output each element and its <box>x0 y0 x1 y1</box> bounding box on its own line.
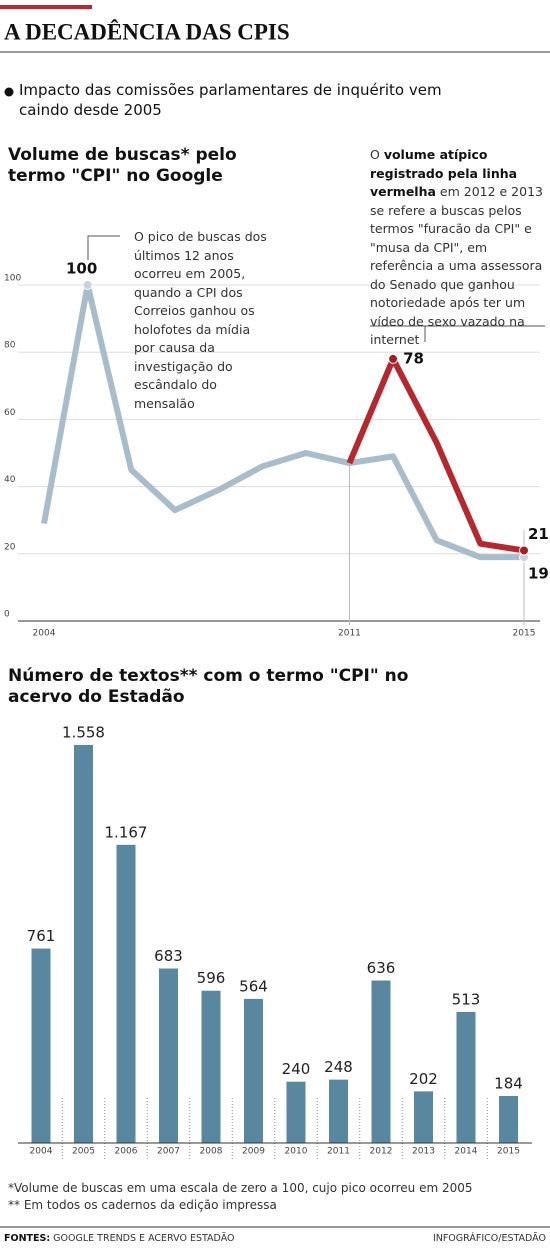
data-label: 248 <box>324 1058 353 1076</box>
credit: INFOGRÁFICO/ESTADÃO <box>432 1233 546 1244</box>
y-tick-label: 100 <box>4 274 21 284</box>
data-label: 636 <box>367 959 396 977</box>
bar <box>159 968 178 1143</box>
annotation-text: volume atípico registrado pela linha ver… <box>370 147 518 199</box>
x-tick-label: 2007 <box>157 1147 180 1157</box>
annotation-text: O pico de buscas dos últimos 12 anos oco… <box>134 229 267 411</box>
chart-title: Volume de buscas* pelo termo "CPI" no Go… <box>8 145 237 186</box>
footnote: ** Em todos os cadernos da edição impres… <box>8 1198 277 1212</box>
x-tick-label: 2015 <box>513 629 536 639</box>
y-tick-label: 80 <box>4 341 16 351</box>
bar <box>201 990 221 1143</box>
y-tick-label: 20 <box>4 542 16 552</box>
bar <box>116 844 136 1143</box>
data-label: 596 <box>197 969 226 987</box>
x-tick-label: 2008 <box>200 1147 223 1157</box>
data-label: 1.558 <box>62 723 105 741</box>
x-tick-label: 2009 <box>242 1147 265 1157</box>
bar <box>414 1091 433 1143</box>
data-label: 100 <box>66 260 97 278</box>
leader-line <box>87 235 120 260</box>
source-text: GOOGLE TRENDS E ACERVO ESTADÃO <box>53 1233 235 1244</box>
x-tick-label: 2006 <box>115 1147 138 1157</box>
point <box>82 280 93 290</box>
title: A DECADÊNCIA DAS CPIS <box>4 18 290 44</box>
data-label: 564 <box>239 977 268 995</box>
data-label: 240 <box>282 1060 311 1078</box>
sources: FONTES: GOOGLE TRENDS E ACERVO ESTADÃO <box>4 1233 235 1245</box>
data-label: 184 <box>494 1074 523 1092</box>
y-tick-label: 60 <box>4 408 16 418</box>
data-label: 21 <box>528 525 549 543</box>
data-label: 202 <box>409 1070 438 1088</box>
series-line <box>41 282 524 561</box>
series-line <box>346 355 525 554</box>
accent-bar <box>0 5 92 9</box>
x-tick-label: 2010 <box>285 1147 308 1157</box>
data-label: 683 <box>154 947 183 965</box>
annotation-text: em 2012 e 2013 se refere a buscas pelos … <box>370 184 543 347</box>
bar <box>499 1095 518 1143</box>
bar <box>74 744 93 1143</box>
footnote: *Volume de buscas em uma escala de zero … <box>8 1181 473 1195</box>
x-tick-label: 2015 <box>497 1147 520 1157</box>
annotation: O volume atípico registrado pela linha v… <box>370 146 548 350</box>
y-tick-label: 0 <box>4 610 10 620</box>
subtitle: Impacto das comissões parlamentares de i… <box>19 81 442 119</box>
source-label: FONTES: <box>4 1233 51 1244</box>
x-tick-label: 2013 <box>412 1147 435 1157</box>
point <box>388 353 399 364</box>
chart-title: Número de textos** com o termo "CPI" no … <box>8 666 409 707</box>
x-tick-label: 2012 <box>370 1147 393 1157</box>
x-tick-label: 2011 <box>327 1147 350 1157</box>
x-tick-label: 2014 <box>455 1147 478 1157</box>
bar <box>329 1079 348 1143</box>
data-label: 761 <box>27 927 56 945</box>
bar <box>286 1081 306 1143</box>
data-label: 78 <box>403 349 424 367</box>
x-tick-label: 2004 <box>30 1147 53 1157</box>
annotation: O pico de buscas dos últimos 12 anos oco… <box>134 228 272 413</box>
bar <box>371 980 391 1143</box>
data-label: 1.167 <box>105 823 148 841</box>
bar <box>456 1011 476 1143</box>
annotation-text: O <box>370 147 384 162</box>
x-tick-label: 2011 <box>338 629 361 639</box>
data-label: 513 <box>452 990 481 1008</box>
bullet <box>4 87 14 97</box>
x-tick-label: 2005 <box>72 1147 95 1157</box>
bar <box>244 998 263 1143</box>
y-tick-label: 40 <box>4 475 16 485</box>
data-label: 19 <box>528 565 549 583</box>
point <box>519 545 529 556</box>
x-tick-label: 2004 <box>33 629 56 639</box>
bar <box>31 948 51 1143</box>
